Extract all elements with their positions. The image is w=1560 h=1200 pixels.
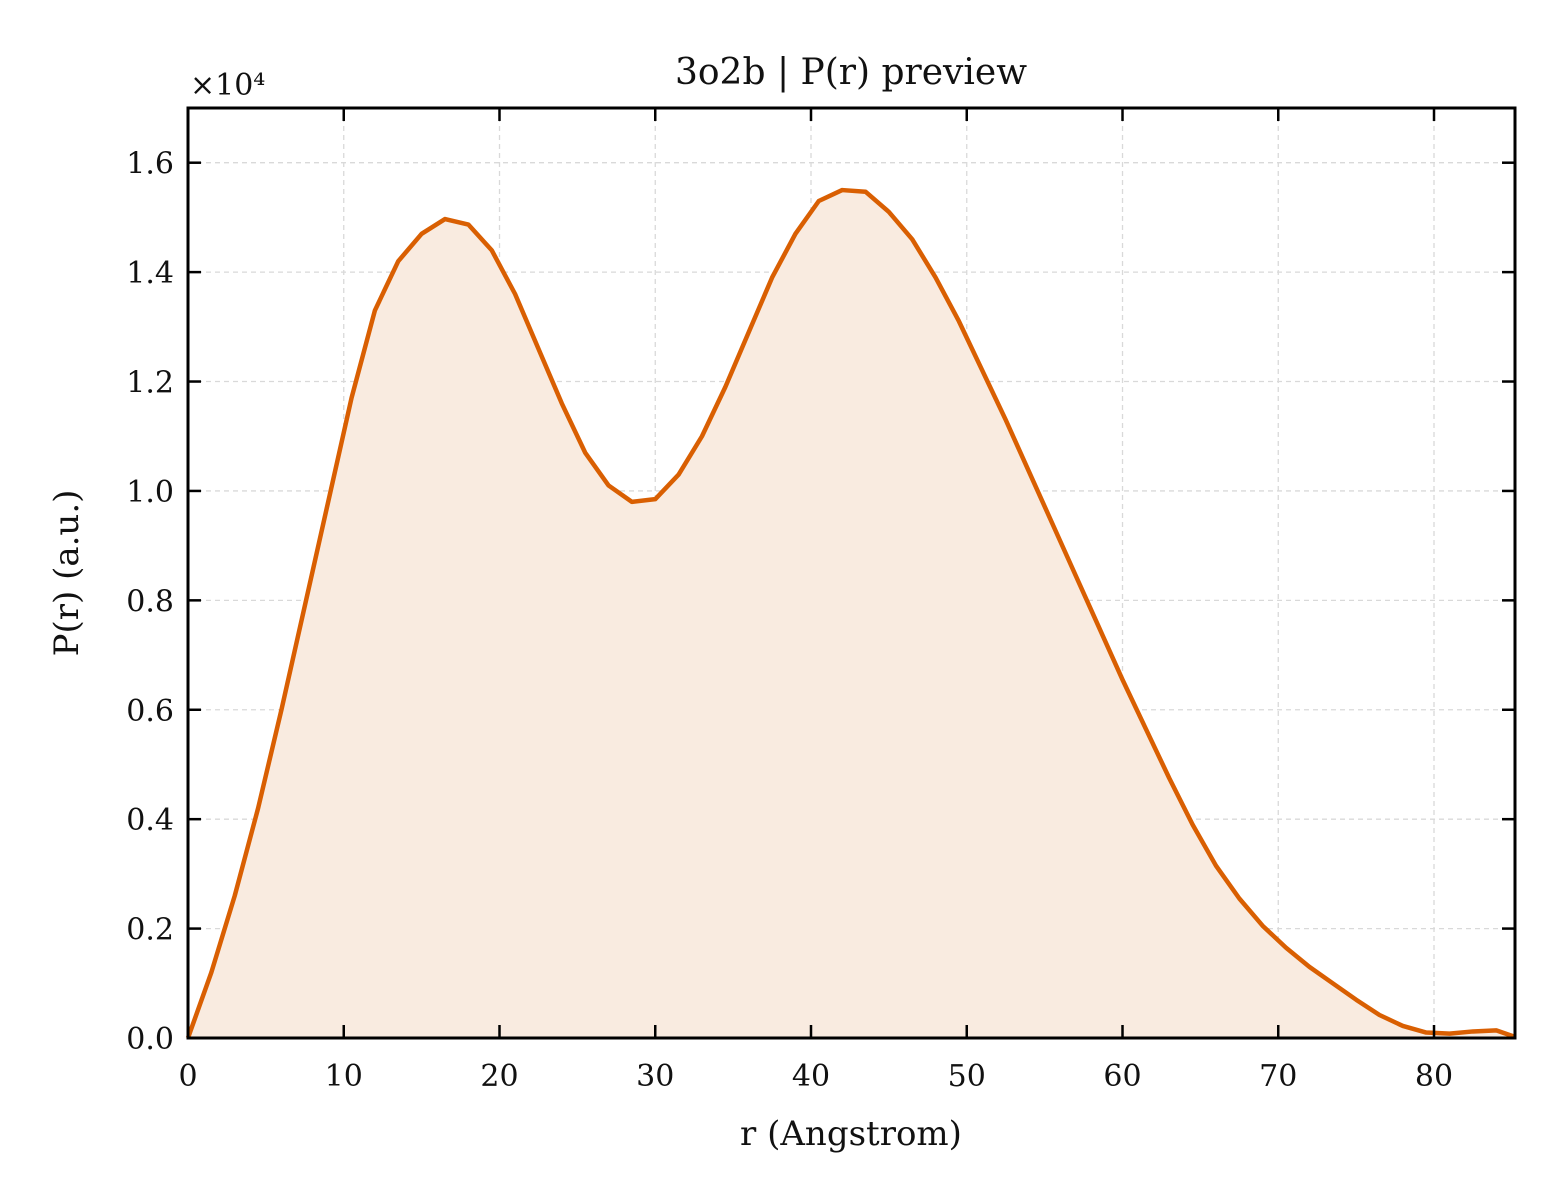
x-tick-label: 10 [325,1059,363,1094]
x-tick-label: 0 [178,1059,197,1094]
data-area-layer [188,190,1515,1038]
y-tick-label: 0.6 [126,694,174,729]
y-axis-title: P(r) (a.u.) [47,490,87,657]
x-tick-label: 30 [636,1059,674,1094]
x-tick-label: 60 [1103,1059,1141,1094]
y-tick-label: 1.2 [126,366,174,401]
x-tick-label: 70 [1259,1059,1297,1094]
data-line-layer [185,187,1516,1040]
x-tick-label: 50 [948,1059,986,1094]
pr-area-fill [188,190,1515,1038]
x-tick-label: 20 [480,1059,518,1094]
y-tick-label: 0.4 [126,803,174,838]
y-tick-label: 1.6 [126,147,174,182]
plot-frame [186,106,1517,1040]
y-tick-label: 0.0 [126,1022,174,1057]
y-tick-labels: 0.0 0.2 0.4 0.6 0.8 1.0 1.2 1.4 1.6 [126,147,174,1057]
x-tick-labels: 0 10 20 30 40 50 60 70 80 [178,1059,1453,1094]
y-tick-label: 1.0 [126,475,174,510]
x-axis-title: r (Angstrom) [740,1114,962,1154]
x-tick-label: 40 [792,1059,830,1094]
pr-curve-line [185,187,1516,1040]
y-scale-label: ×10⁴ [190,68,265,103]
chart-title: 3o2b | P(r) preview [675,52,1027,93]
y-tick-label: 0.2 [126,913,174,948]
y-tick-label: 1.4 [126,256,174,291]
axis-ticks [186,108,1515,1040]
x-tick-label: 80 [1415,1059,1453,1094]
y-tick-label: 0.8 [126,584,174,619]
